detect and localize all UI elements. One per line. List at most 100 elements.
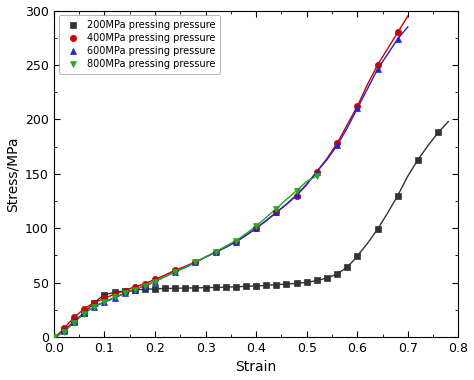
- 200MPa pressing pressure: [213, 285, 219, 290]
- 400MPa pressing pressure: [173, 268, 178, 272]
- 400MPa pressing pressure: [273, 210, 279, 215]
- 600MPa pressing pressure: [395, 36, 401, 41]
- 200MPa pressing pressure: [101, 293, 107, 298]
- 600MPa pressing pressure: [213, 250, 219, 255]
- 200MPa pressing pressure: [91, 301, 97, 305]
- 400MPa pressing pressure: [253, 226, 259, 231]
- 200MPa pressing pressure: [71, 320, 77, 324]
- 200MPa pressing pressure: [294, 281, 300, 285]
- Line: 400MPa pressing pressure: 400MPa pressing pressure: [51, 29, 401, 340]
- 200MPa pressing pressure: [253, 283, 259, 288]
- 200MPa pressing pressure: [273, 282, 279, 287]
- 600MPa pressing pressure: [142, 283, 148, 288]
- Line: 800MPa pressing pressure: 800MPa pressing pressure: [51, 173, 320, 340]
- 400MPa pressing pressure: [82, 306, 87, 311]
- 200MPa pressing pressure: [61, 328, 67, 333]
- 200MPa pressing pressure: [415, 157, 421, 162]
- 800MPa pressing pressure: [233, 238, 239, 243]
- 200MPa pressing pressure: [152, 287, 158, 291]
- 200MPa pressing pressure: [355, 254, 360, 258]
- 400MPa pressing pressure: [213, 250, 219, 255]
- Legend: 200MPa pressing pressure, 400MPa pressing pressure, 600MPa pressing pressure, 80: 200MPa pressing pressure, 400MPa pressin…: [59, 16, 220, 74]
- 200MPa pressing pressure: [162, 286, 168, 291]
- 600MPa pressing pressure: [82, 311, 87, 315]
- 200MPa pressing pressure: [304, 280, 310, 285]
- 200MPa pressing pressure: [264, 283, 269, 288]
- 600MPa pressing pressure: [112, 296, 118, 300]
- 800MPa pressing pressure: [101, 299, 107, 304]
- Line: 200MPa pressing pressure: 200MPa pressing pressure: [51, 129, 441, 340]
- 800MPa pressing pressure: [122, 291, 128, 296]
- 200MPa pressing pressure: [82, 310, 87, 315]
- 400MPa pressing pressure: [314, 169, 319, 174]
- 200MPa pressing pressure: [374, 227, 380, 231]
- 200MPa pressing pressure: [173, 286, 178, 291]
- 800MPa pressing pressure: [142, 283, 148, 288]
- 200MPa pressing pressure: [223, 285, 228, 290]
- 800MPa pressing pressure: [152, 279, 158, 284]
- 800MPa pressing pressure: [253, 224, 259, 228]
- 600MPa pressing pressure: [355, 106, 360, 111]
- 600MPa pressing pressure: [91, 305, 97, 309]
- 800MPa pressing pressure: [213, 249, 219, 254]
- 600MPa pressing pressure: [273, 210, 279, 215]
- Y-axis label: Stress/MPa: Stress/MPa: [6, 136, 19, 212]
- 600MPa pressing pressure: [192, 260, 198, 265]
- 600MPa pressing pressure: [152, 279, 158, 284]
- 200MPa pressing pressure: [243, 284, 249, 288]
- 400MPa pressing pressure: [51, 335, 57, 339]
- 800MPa pressing pressure: [61, 329, 67, 334]
- 400MPa pressing pressure: [71, 315, 77, 320]
- 400MPa pressing pressure: [395, 30, 401, 35]
- 400MPa pressing pressure: [152, 277, 158, 282]
- 600MPa pressing pressure: [71, 319, 77, 323]
- 200MPa pressing pressure: [132, 288, 137, 292]
- 200MPa pressing pressure: [344, 264, 350, 269]
- 800MPa pressing pressure: [91, 304, 97, 309]
- 200MPa pressing pressure: [436, 130, 441, 135]
- 600MPa pressing pressure: [314, 169, 319, 174]
- 400MPa pressing pressure: [132, 285, 137, 289]
- 400MPa pressing pressure: [233, 239, 239, 244]
- 800MPa pressing pressure: [273, 206, 279, 211]
- 800MPa pressing pressure: [112, 295, 118, 299]
- 600MPa pressing pressure: [334, 143, 340, 148]
- 400MPa pressing pressure: [122, 288, 128, 293]
- 200MPa pressing pressure: [142, 287, 148, 291]
- 200MPa pressing pressure: [122, 289, 128, 293]
- 200MPa pressing pressure: [51, 335, 57, 339]
- 600MPa pressing pressure: [374, 67, 380, 71]
- 400MPa pressing pressure: [334, 141, 340, 146]
- 600MPa pressing pressure: [132, 287, 137, 292]
- 600MPa pressing pressure: [233, 239, 239, 244]
- 200MPa pressing pressure: [182, 286, 188, 290]
- 400MPa pressing pressure: [101, 296, 107, 301]
- 800MPa pressing pressure: [71, 321, 77, 325]
- 200MPa pressing pressure: [334, 272, 340, 276]
- 400MPa pressing pressure: [112, 292, 118, 296]
- 200MPa pressing pressure: [395, 193, 401, 198]
- 600MPa pressing pressure: [61, 329, 67, 333]
- Line: 600MPa pressing pressure: 600MPa pressing pressure: [51, 36, 401, 340]
- 200MPa pressing pressure: [233, 285, 239, 289]
- 200MPa pressing pressure: [112, 290, 118, 294]
- 400MPa pressing pressure: [355, 104, 360, 109]
- 600MPa pressing pressure: [101, 300, 107, 304]
- 800MPa pressing pressure: [132, 287, 137, 292]
- 800MPa pressing pressure: [294, 188, 300, 193]
- 400MPa pressing pressure: [294, 193, 300, 198]
- 400MPa pressing pressure: [374, 63, 380, 67]
- 800MPa pressing pressure: [192, 260, 198, 265]
- 600MPa pressing pressure: [51, 335, 57, 339]
- 600MPa pressing pressure: [294, 193, 300, 197]
- 200MPa pressing pressure: [324, 276, 330, 280]
- 800MPa pressing pressure: [51, 335, 57, 339]
- 600MPa pressing pressure: [173, 269, 178, 274]
- 200MPa pressing pressure: [283, 282, 289, 286]
- 400MPa pressing pressure: [192, 260, 198, 264]
- 400MPa pressing pressure: [91, 301, 97, 305]
- 400MPa pressing pressure: [61, 326, 67, 331]
- 600MPa pressing pressure: [122, 291, 128, 296]
- 200MPa pressing pressure: [203, 285, 209, 290]
- 800MPa pressing pressure: [82, 311, 87, 316]
